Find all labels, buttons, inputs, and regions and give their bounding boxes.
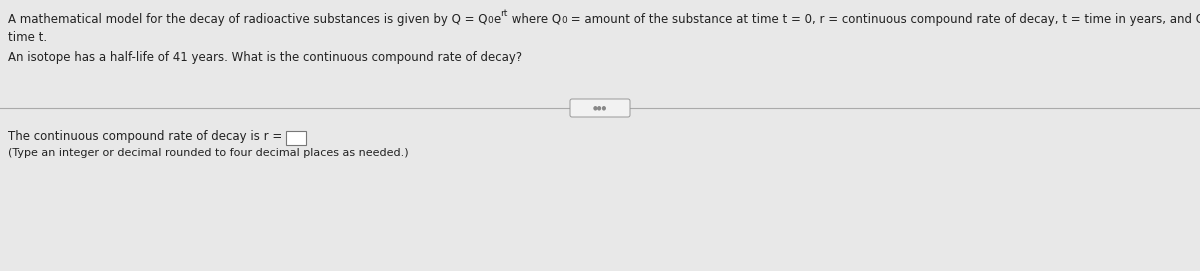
Text: where Q: where Q [508, 13, 562, 26]
Text: ●●●: ●●● [593, 105, 607, 111]
Text: The continuous compound rate of decay is r =: The continuous compound rate of decay is… [8, 130, 286, 143]
Text: time t.: time t. [8, 31, 47, 44]
Text: (Type an integer or decimal rounded to four decimal places as needed.): (Type an integer or decimal rounded to f… [8, 148, 409, 158]
Text: = amount of the substance at time t = 0, r = continuous compound rate of decay, : = amount of the substance at time t = 0,… [566, 13, 1200, 26]
Text: 0: 0 [562, 16, 566, 25]
Text: rt: rt [500, 9, 508, 18]
Text: 0: 0 [487, 16, 493, 25]
Text: An isotope has a half-life of 41 years. What is the continuous compound rate of : An isotope has a half-life of 41 years. … [8, 51, 522, 64]
Bar [286, 131, 306, 145]
Text: e: e [493, 13, 500, 26]
FancyBboxPatch shape [570, 99, 630, 117]
Text: A mathematical model for the decay of radioactive substances is given by Q = Q: A mathematical model for the decay of ra… [8, 13, 487, 26]
